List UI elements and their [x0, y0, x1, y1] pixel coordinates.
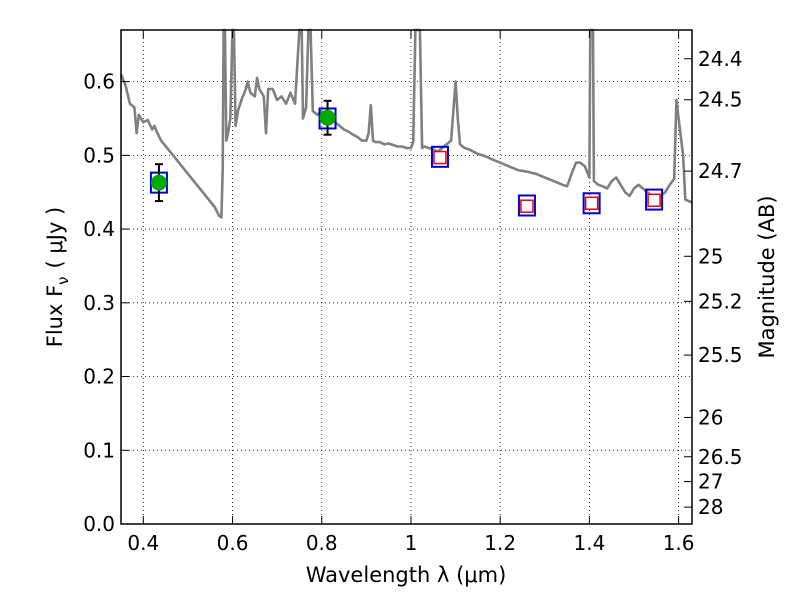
observed-flux-point	[150, 174, 167, 191]
ticks: 0.4 0.6 0.8 1 1.2 1.4 1.6 0.0 0.1 0.2 0.3 0.4 0.5 0.6…	[83, 30, 743, 555]
y2-tick-label: 26	[698, 405, 723, 429]
model-flux-box	[645, 188, 664, 211]
model-flux-box	[430, 145, 449, 168]
y2-tick-label: 28	[698, 495, 723, 519]
model-flux-box	[517, 194, 536, 217]
plot-frame	[120, 29, 693, 525]
y-axis-label-subscript: ν	[54, 276, 72, 284]
y-tick-label: 0.0	[83, 512, 115, 536]
x-tick-label: 1.4	[573, 531, 605, 555]
x-tick-label: 1.6	[663, 531, 695, 555]
y-tick-label: 0.1	[83, 438, 115, 462]
y2-axis-label: Magnitude (AB)	[755, 195, 779, 358]
plot-background	[121, 30, 692, 524]
upper-limit-marker	[647, 193, 661, 208]
y2-tick-label: 24.7	[698, 159, 743, 183]
model-spectrum-line	[119, 28, 693, 219]
y2-tick-label: 24.4	[698, 47, 743, 71]
y-axis-label-unit: ( μJy )	[43, 207, 67, 269]
x-tick-label: 0.8	[306, 531, 338, 555]
y2-tick-label: 24.5	[698, 88, 743, 112]
upper-limit-marker	[520, 199, 534, 213]
x-tick-label: 1.2	[484, 531, 516, 555]
svg-text:Flux Fν( μJy ): Flux Fν ( μJy )	[43, 207, 72, 348]
y2-tick-label: 25.5	[698, 343, 743, 367]
upper-limit-marker	[584, 196, 599, 211]
model-flux-box	[582, 192, 601, 215]
y2-tick-label: 25.2	[698, 289, 743, 313]
plot-area	[119, 28, 693, 219]
y-tick-label: 0.5	[83, 143, 115, 167]
y2-tick-label: 27	[698, 470, 723, 494]
y-tick-label: 0.2	[83, 365, 115, 389]
upper-limit-marker	[433, 150, 447, 165]
x-tick-label: 1	[405, 531, 418, 555]
y2-tick-label: 26.5	[698, 445, 743, 469]
x-tick-label: 0.6	[217, 531, 249, 555]
x-axis-label: Wavelength λ (μm)	[306, 563, 507, 587]
observed-flux-point	[319, 109, 336, 126]
y-tick-label: 0.3	[83, 291, 115, 315]
x-tick-label: 0.4	[127, 531, 159, 555]
y-tick-label: 0.4	[83, 217, 115, 241]
y-tick-label: 0.6	[83, 70, 115, 94]
y-axis-label-main: Flux F	[43, 285, 67, 347]
y-axis-label: Flux Fν ( μJy )	[43, 207, 72, 348]
y2-tick-label: 25	[698, 244, 723, 268]
